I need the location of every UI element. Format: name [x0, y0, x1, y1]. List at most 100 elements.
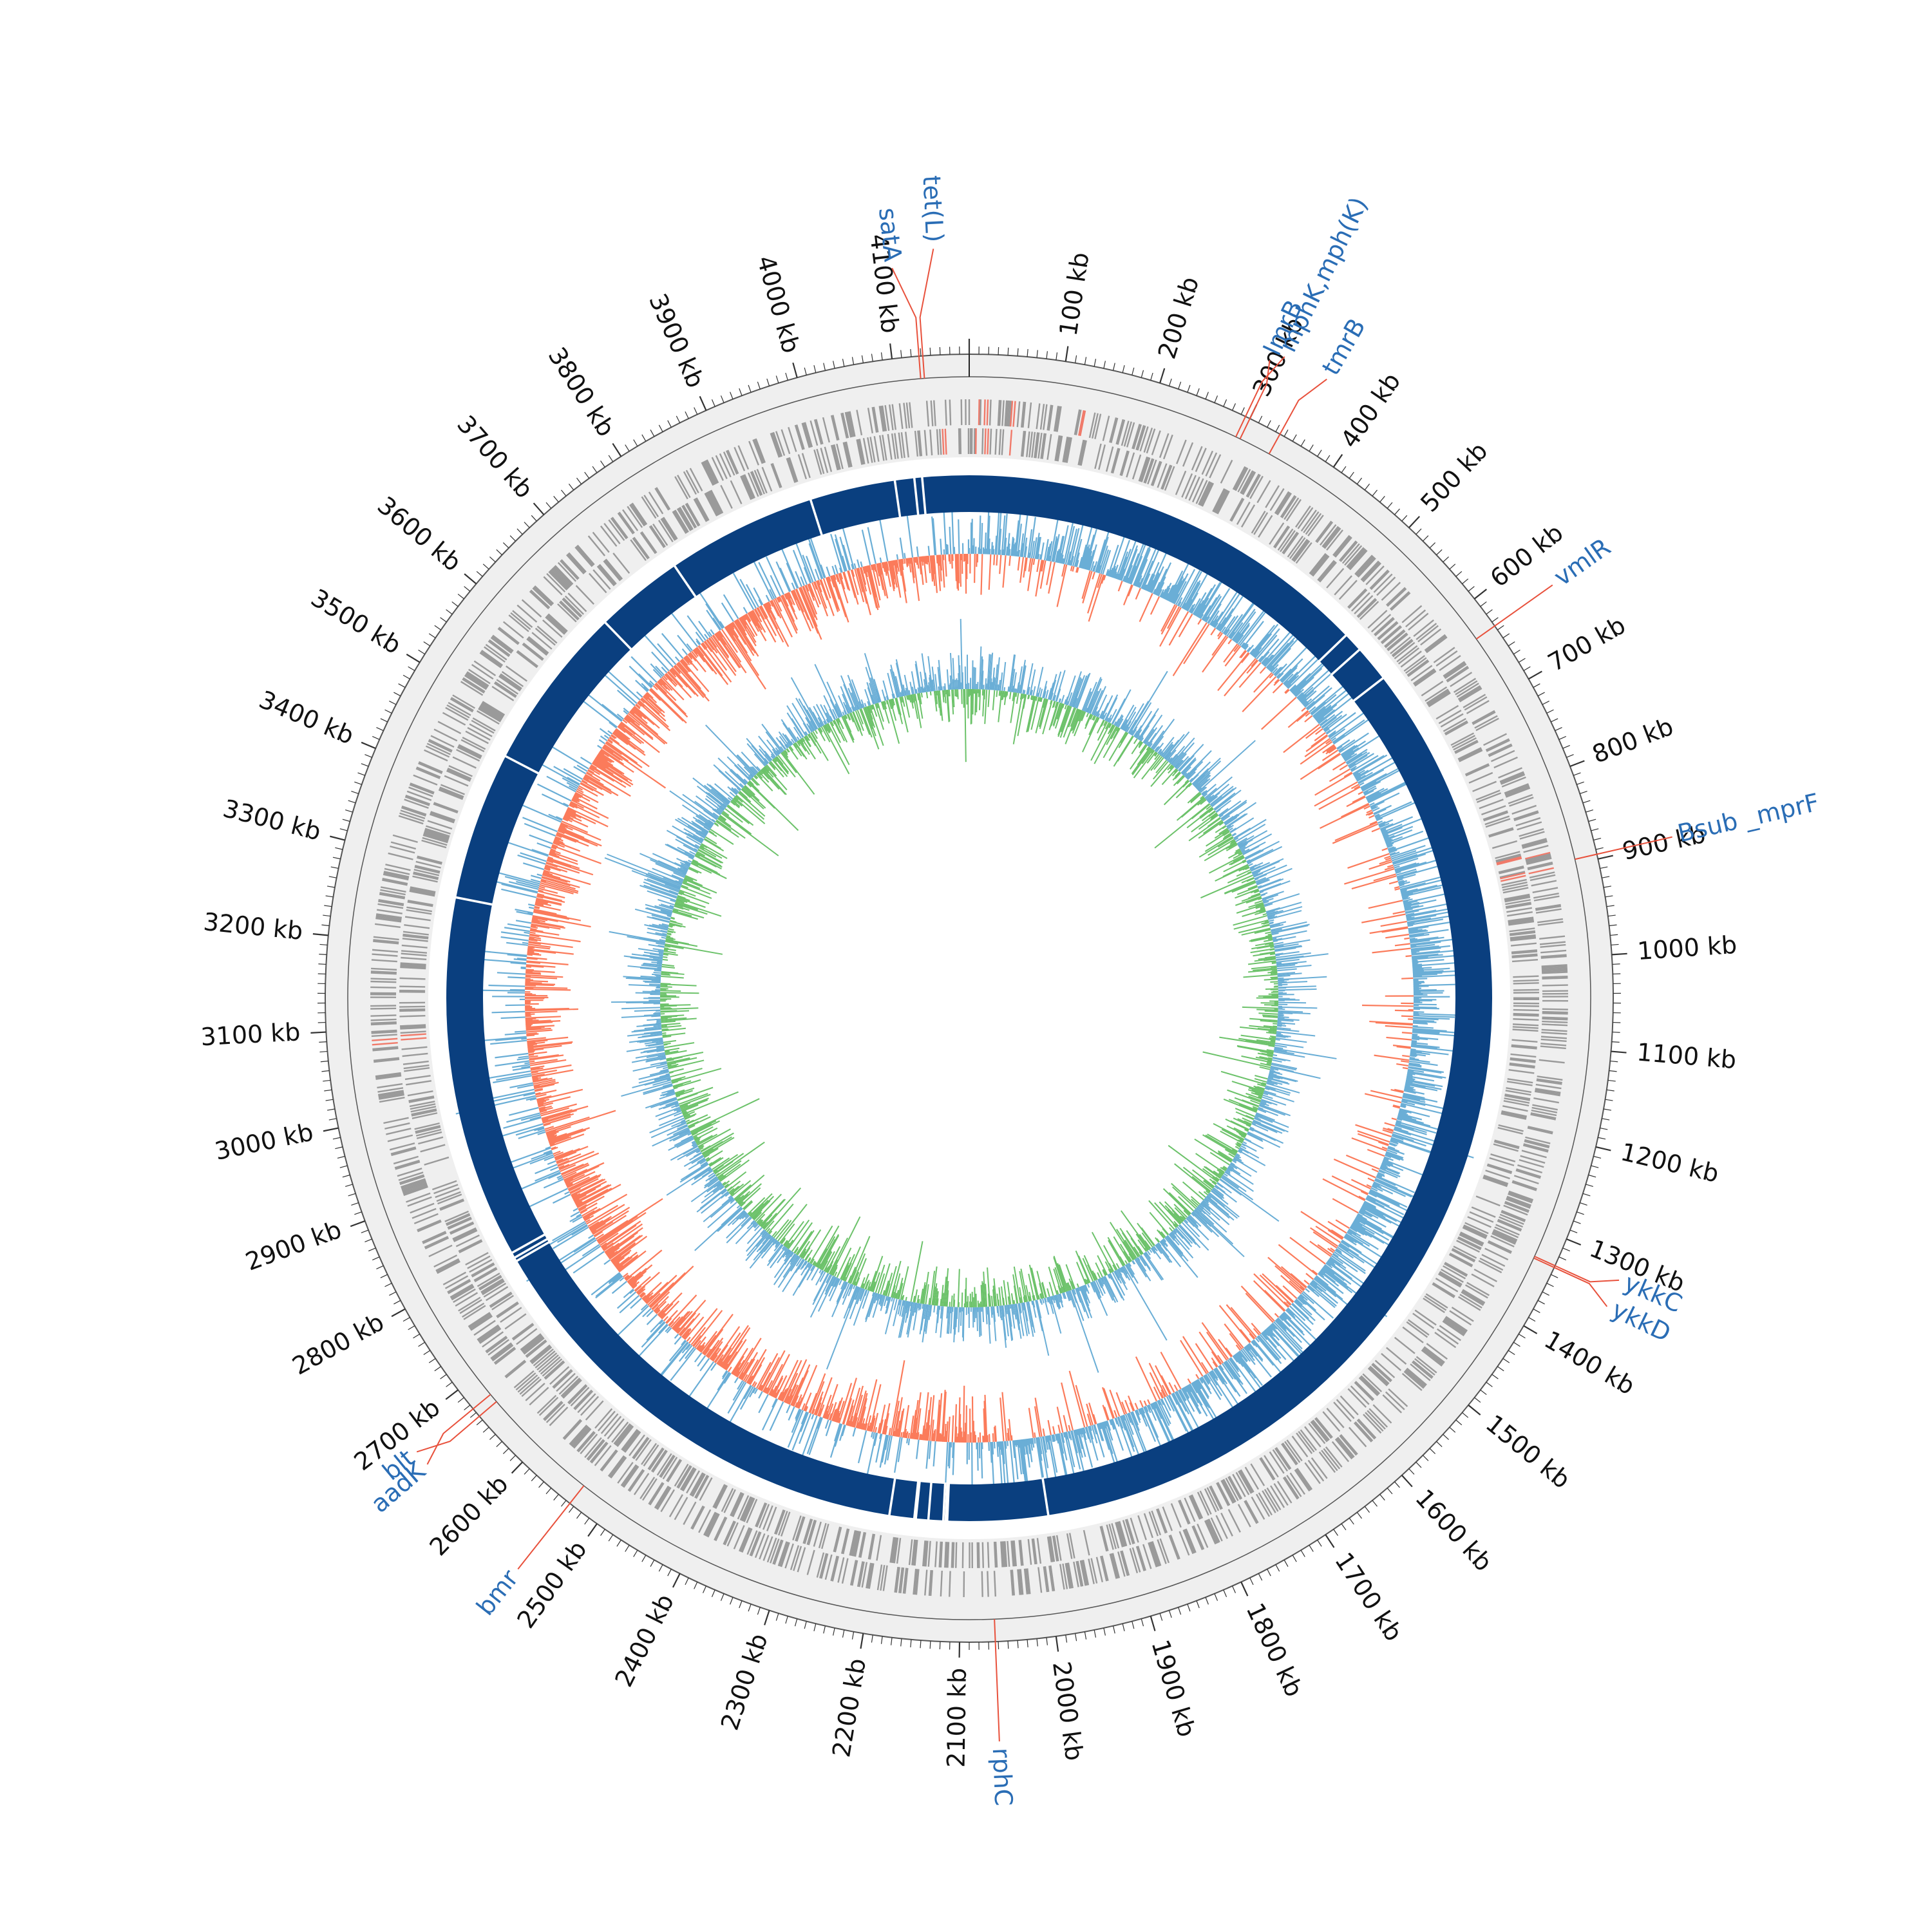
- gc-bar: [1251, 1322, 1262, 1334]
- gc-bar: [576, 1184, 621, 1209]
- gc-bar: [734, 620, 756, 654]
- gc-bar: [1235, 623, 1251, 643]
- gc-bar: [581, 1206, 598, 1217]
- gc-bar: [1367, 1177, 1375, 1182]
- gc-bar: [1291, 1303, 1314, 1325]
- gc-bar: [530, 1067, 544, 1071]
- skew-bar: [1262, 895, 1274, 900]
- gc-bar: [1339, 764, 1349, 771]
- gc-bar: [1314, 1276, 1343, 1300]
- gc-bar: [1384, 855, 1391, 859]
- gc-bar: [634, 1324, 668, 1362]
- skew-bar: [1262, 1094, 1273, 1099]
- gc-bar: [580, 782, 604, 796]
- gc-bar: [1398, 1110, 1406, 1115]
- gc-bar: [527, 945, 551, 950]
- gc-bar: [910, 557, 915, 583]
- skew-bar: [1171, 1182, 1198, 1208]
- skew-bar: [1245, 1039, 1275, 1046]
- gc-bar: [829, 1423, 842, 1458]
- gc-bar: [1373, 804, 1392, 815]
- gc-bar: [745, 613, 752, 622]
- gc-bar: [1143, 1406, 1163, 1450]
- skew-bar: [996, 1293, 999, 1306]
- gc-bar: [1081, 546, 1089, 569]
- skew-bar: [849, 1236, 871, 1284]
- gc-bar: [562, 777, 579, 788]
- skew-bar: [1257, 1108, 1267, 1113]
- gc-bar: [808, 1392, 818, 1414]
- gc-bar: [842, 544, 851, 571]
- skew-bar: [1168, 766, 1175, 774]
- gc-bar: [692, 1335, 702, 1347]
- gc-bar: [1410, 945, 1439, 951]
- gc-bar: [1188, 1384, 1199, 1404]
- gc-bar: [599, 750, 605, 755]
- gc-bar: [654, 1307, 659, 1312]
- skew-bar: [855, 1258, 867, 1286]
- gc-bar: [566, 1182, 573, 1187]
- gc-bar: [537, 1096, 571, 1106]
- skew-bar: [1220, 1070, 1267, 1086]
- gc-bar: [1367, 1195, 1390, 1208]
- skew-bar: [1212, 1188, 1224, 1198]
- skew-bar: [1032, 686, 1036, 696]
- gc-bar: [763, 1387, 768, 1393]
- skew-bar: [848, 1275, 852, 1283]
- skew-bar: [1244, 840, 1280, 860]
- gc-bar: [540, 880, 579, 893]
- skew-bar: [1001, 661, 1007, 691]
- skew-bar: [1242, 1006, 1278, 1009]
- gc-bar: [848, 1387, 861, 1426]
- gc-bar: [614, 730, 630, 744]
- skew-bar: [1173, 1229, 1177, 1235]
- gc-bar: [731, 622, 746, 645]
- skew-bar: [1201, 791, 1206, 795]
- gc-bar: [543, 1178, 564, 1189]
- gc-bar: [1361, 768, 1404, 791]
- gc-bar: [1204, 1374, 1222, 1400]
- skew-bar: [1138, 742, 1144, 748]
- skew-bar: [1219, 814, 1224, 818]
- gc-bar: [558, 826, 585, 838]
- gc-bar: [947, 1442, 951, 1467]
- gc-bar: [860, 561, 863, 567]
- skew-bar: [1056, 688, 1061, 702]
- skew-bar: [1052, 701, 1056, 708]
- gc-bar: [596, 1220, 629, 1242]
- gc-bar: [617, 1265, 623, 1271]
- gc-bar: [598, 752, 615, 763]
- gc-bar: [780, 1389, 787, 1401]
- gc-bar: [1274, 663, 1287, 677]
- skew-bar: [699, 1147, 704, 1151]
- gc-bar: [540, 1103, 577, 1115]
- gc-bar: [660, 677, 673, 691]
- skew-bar: [1195, 1153, 1225, 1174]
- gc-bar: [1221, 1363, 1234, 1380]
- skew-bar: [1265, 1087, 1291, 1096]
- skew-bar: [1269, 949, 1275, 951]
- gc-bar: [1195, 584, 1217, 617]
- skew-bar: [718, 1163, 741, 1180]
- gc-bar: [571, 799, 609, 819]
- gc-bar: [1126, 577, 1130, 583]
- skew-bar: [1104, 1261, 1112, 1273]
- gc-bar: [899, 537, 904, 559]
- gc-bar: [1084, 1426, 1090, 1439]
- gc-bar: [847, 571, 857, 598]
- skew-bar: [1013, 1303, 1017, 1320]
- skew-bar: [1222, 829, 1229, 835]
- gc-bar: [533, 911, 570, 920]
- gc-bar: [604, 1245, 614, 1253]
- skew-bar: [1078, 710, 1084, 722]
- skew-bar: [1254, 1116, 1261, 1121]
- gc-bar: [867, 527, 876, 564]
- gc-bar: [583, 777, 612, 795]
- gc-bar: [588, 1221, 600, 1229]
- gc-bar: [1208, 1372, 1218, 1386]
- gc-bar: [1368, 815, 1375, 819]
- gc-bar: [529, 936, 541, 940]
- skew-bar: [1231, 1081, 1264, 1092]
- gc-bar: [1405, 902, 1454, 913]
- gc-bar: [875, 1434, 883, 1463]
